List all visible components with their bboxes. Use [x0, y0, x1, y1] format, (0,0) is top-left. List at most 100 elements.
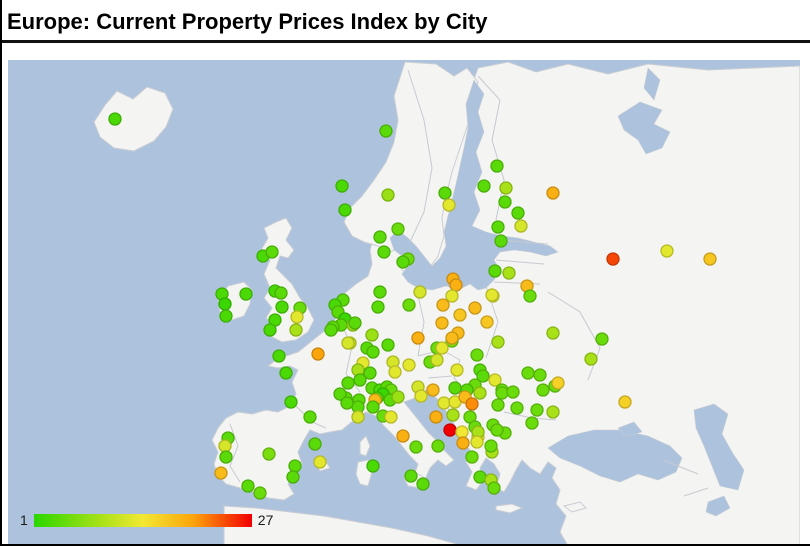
city-marker[interactable] [470, 435, 484, 449]
city-marker[interactable] [366, 400, 380, 414]
city-marker[interactable] [445, 331, 459, 345]
city-marker[interactable] [618, 395, 632, 409]
city-marker[interactable] [366, 459, 380, 473]
city-marker[interactable] [445, 289, 459, 303]
city-marker[interactable] [491, 398, 505, 412]
city-marker[interactable] [498, 195, 512, 209]
city-marker[interactable] [289, 323, 303, 337]
city-marker[interactable] [530, 403, 544, 417]
city-marker[interactable] [353, 373, 367, 387]
city-marker[interactable] [455, 425, 469, 439]
city-marker[interactable] [536, 383, 550, 397]
city-marker[interactable] [533, 368, 547, 382]
city-marker[interactable] [371, 300, 385, 314]
city-marker[interactable] [456, 436, 470, 450]
city-marker[interactable] [290, 310, 304, 324]
city-marker[interactable] [494, 234, 508, 248]
city-marker[interactable] [288, 459, 302, 473]
city-marker[interactable] [404, 469, 418, 483]
city-marker[interactable] [484, 439, 498, 453]
city-marker[interactable] [606, 252, 620, 266]
city-marker[interactable] [480, 315, 494, 329]
city-marker[interactable] [473, 470, 487, 484]
city-marker[interactable] [351, 410, 365, 424]
city-marker[interactable] [409, 440, 423, 454]
city-marker[interactable] [384, 410, 398, 424]
city-marker[interactable] [490, 159, 504, 173]
city-marker[interactable] [488, 373, 502, 387]
city-marker[interactable] [453, 308, 467, 322]
city-marker[interactable] [490, 423, 504, 437]
city-marker[interactable] [381, 188, 395, 202]
city-marker[interactable] [218, 439, 232, 453]
city-marker[interactable] [436, 298, 450, 312]
city-marker[interactable] [348, 316, 362, 330]
city-marker[interactable] [465, 450, 479, 464]
city-marker[interactable] [488, 264, 502, 278]
city-marker[interactable] [308, 437, 322, 451]
city-marker[interactable] [396, 255, 410, 269]
city-marker[interactable] [443, 423, 457, 437]
city-marker[interactable] [218, 297, 232, 311]
city-marker[interactable] [584, 352, 598, 366]
city-marker[interactable] [495, 386, 509, 400]
city-marker[interactable] [426, 383, 440, 397]
city-marker[interactable] [335, 179, 349, 193]
city-marker[interactable] [381, 338, 395, 352]
city-marker[interactable] [239, 287, 253, 301]
city-marker[interactable] [437, 396, 451, 410]
city-marker[interactable] [402, 358, 416, 372]
city-marker[interactable] [477, 179, 491, 193]
city-marker[interactable] [468, 301, 482, 315]
city-marker[interactable] [446, 408, 460, 422]
city-marker[interactable] [219, 450, 233, 464]
city-marker[interactable] [514, 219, 528, 233]
city-marker[interactable] [476, 369, 490, 383]
city-marker[interactable] [523, 289, 537, 303]
city-marker[interactable] [272, 349, 286, 363]
geochart[interactable]: 1 27 [8, 60, 800, 546]
city-marker[interactable] [491, 220, 505, 234]
city-marker[interactable] [279, 366, 293, 380]
city-marker[interactable] [703, 252, 717, 266]
city-marker[interactable] [448, 381, 462, 395]
city-marker[interactable] [487, 481, 501, 495]
city-marker[interactable] [499, 181, 513, 195]
city-marker[interactable] [303, 410, 317, 424]
city-marker[interactable] [491, 335, 505, 349]
city-marker[interactable] [391, 222, 405, 236]
city-marker[interactable] [470, 348, 484, 362]
city-marker[interactable] [551, 376, 565, 390]
city-marker[interactable] [414, 389, 428, 403]
city-marker[interactable] [396, 429, 410, 443]
city-marker[interactable] [521, 366, 535, 380]
city-marker[interactable] [502, 266, 516, 280]
city-marker[interactable] [241, 479, 255, 493]
city-marker[interactable] [265, 245, 279, 259]
city-marker[interactable] [546, 405, 560, 419]
city-marker[interactable] [416, 477, 430, 491]
city-marker[interactable] [214, 466, 228, 480]
city-marker[interactable] [435, 341, 449, 355]
city-marker[interactable] [311, 347, 325, 361]
city-marker[interactable] [511, 206, 525, 220]
city-marker[interactable] [465, 397, 479, 411]
city-marker[interactable] [262, 447, 276, 461]
city-marker[interactable] [313, 455, 327, 469]
city-marker[interactable] [274, 286, 288, 300]
city-marker[interactable] [388, 365, 402, 379]
city-marker[interactable] [660, 244, 674, 258]
city-marker[interactable] [485, 288, 499, 302]
city-marker[interactable] [338, 203, 352, 217]
city-marker[interactable] [438, 186, 452, 200]
city-marker[interactable] [449, 278, 463, 292]
city-marker[interactable] [373, 285, 387, 299]
city-marker[interactable] [365, 328, 379, 342]
city-marker[interactable] [379, 124, 393, 138]
city-marker[interactable] [442, 198, 456, 212]
city-marker[interactable] [429, 410, 443, 424]
city-marker[interactable] [411, 331, 425, 345]
city-marker[interactable] [253, 486, 267, 500]
city-marker[interactable] [275, 300, 289, 314]
city-marker[interactable] [324, 323, 338, 337]
